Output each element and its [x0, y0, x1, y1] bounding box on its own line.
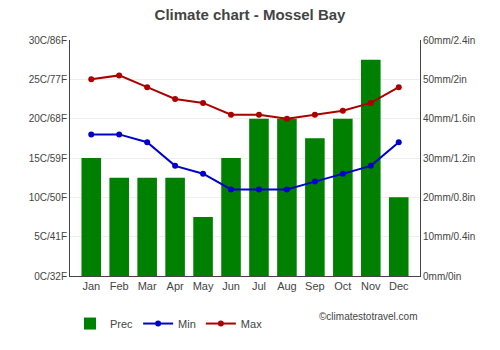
svg-text:10mm/0.4in: 10mm/0.4in: [423, 231, 475, 242]
svg-text:20C/68F: 20C/68F: [29, 113, 67, 124]
svg-text:20mm/0.8in: 20mm/0.8in: [423, 192, 475, 203]
svg-text:Nov: Nov: [361, 280, 381, 292]
svg-text:May: May: [193, 280, 214, 292]
svg-text:0C/32F: 0C/32F: [34, 271, 67, 282]
svg-text:15C/59F: 15C/59F: [29, 153, 67, 164]
svg-text:Max: Max: [241, 318, 262, 330]
svg-text:Dec: Dec: [389, 280, 409, 292]
svg-text:Oct: Oct: [334, 280, 351, 292]
svg-text:5C/41F: 5C/41F: [34, 231, 67, 242]
svg-text:Prec: Prec: [110, 318, 133, 330]
svg-text:Jul: Jul: [252, 280, 266, 292]
svg-text:Jun: Jun: [222, 280, 240, 292]
svg-text:30C/86F: 30C/86F: [29, 35, 67, 46]
svg-text:Jan: Jan: [82, 280, 100, 292]
svg-text:©climatestotravel.com: ©climatestotravel.com: [319, 311, 418, 322]
svg-text:Sep: Sep: [305, 280, 325, 292]
svg-text:0mm/0in: 0mm/0in: [423, 271, 461, 282]
svg-text:40mm/1.6in: 40mm/1.6in: [423, 113, 475, 124]
svg-text:Climate chart - Mossel Bay: Climate chart - Mossel Bay: [155, 6, 347, 23]
svg-text:Aug: Aug: [277, 280, 297, 292]
svg-text:60mm/2.4in: 60mm/2.4in: [423, 35, 475, 46]
svg-text:30mm/1.2in: 30mm/1.2in: [423, 153, 475, 164]
svg-text:10C/50F: 10C/50F: [29, 192, 67, 203]
svg-text:25C/77F: 25C/77F: [29, 74, 67, 85]
svg-text:Feb: Feb: [110, 280, 129, 292]
svg-text:Mar: Mar: [138, 280, 157, 292]
svg-text:Apr: Apr: [167, 280, 184, 292]
svg-text:50mm/2in: 50mm/2in: [423, 74, 467, 85]
svg-text:Min: Min: [178, 318, 196, 330]
